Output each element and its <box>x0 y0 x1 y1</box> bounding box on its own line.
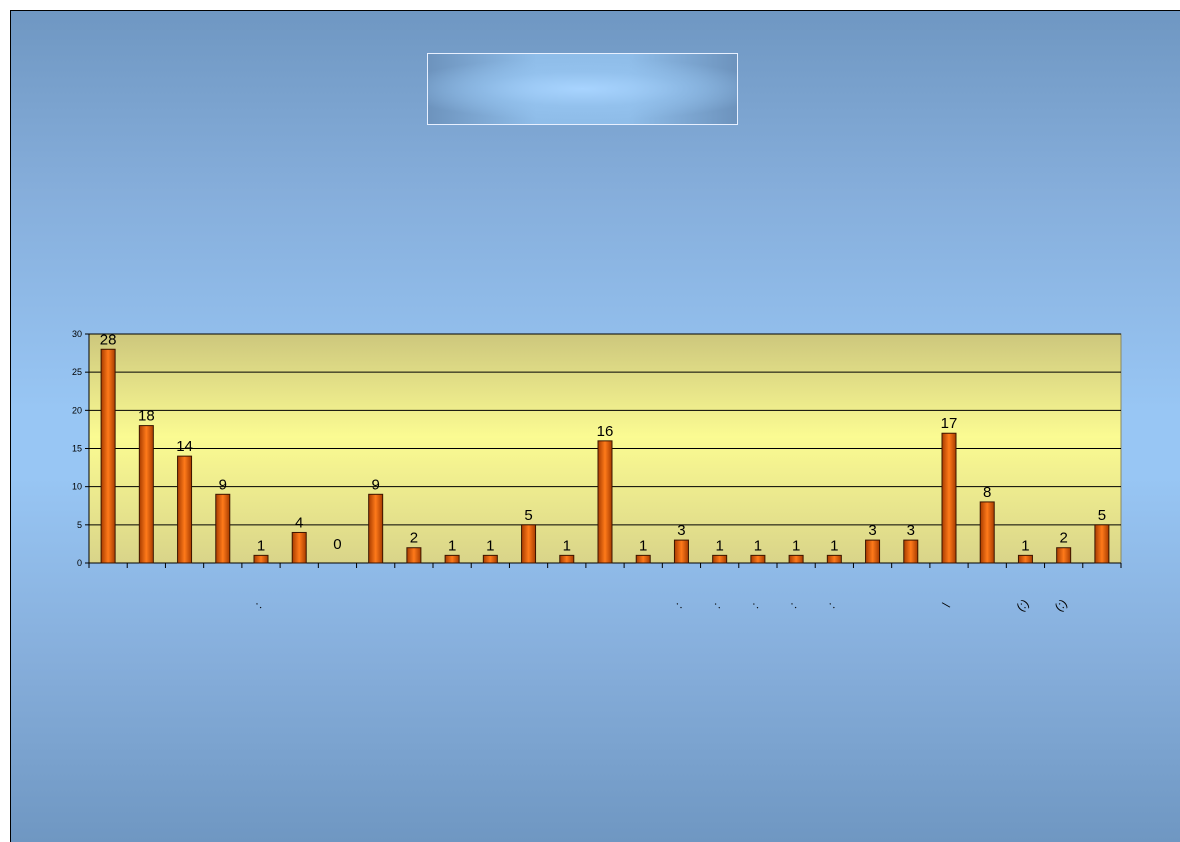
bar <box>941 432 957 564</box>
bar <box>482 554 498 564</box>
data-label: 3 <box>868 522 876 539</box>
bar <box>100 348 116 564</box>
bar <box>712 554 728 564</box>
bar <box>788 554 804 564</box>
data-label: 4 <box>295 514 303 531</box>
bar <box>597 440 613 564</box>
data-label: 9 <box>371 476 379 493</box>
y-tick-label: 20 <box>72 405 82 415</box>
x-category-label: \ <box>940 599 953 612</box>
data-label: 3 <box>677 522 685 539</box>
bar <box>291 531 307 564</box>
bar <box>521 524 537 564</box>
data-label: 9 <box>219 476 227 493</box>
x-category-label: : <box>672 599 684 611</box>
bar <box>1094 524 1110 564</box>
data-label: 1 <box>1021 537 1029 554</box>
bar <box>1017 554 1033 564</box>
x-category-label: : <box>711 599 723 611</box>
data-label: 14 <box>176 438 193 455</box>
data-label: 1 <box>754 537 762 554</box>
x-category-label: : <box>252 599 264 611</box>
y-tick-label: 5 <box>77 520 82 530</box>
bar <box>979 501 995 564</box>
bar <box>215 493 231 564</box>
data-label: 1 <box>830 537 838 554</box>
bar <box>826 554 842 564</box>
bar <box>138 425 154 564</box>
data-label: 3 <box>907 522 915 539</box>
data-label: 1 <box>563 537 571 554</box>
bar <box>903 539 919 564</box>
data-label: 2 <box>1059 530 1067 547</box>
data-label: 17 <box>941 415 958 432</box>
bar <box>673 539 689 564</box>
bar <box>177 455 193 564</box>
bar <box>444 554 460 564</box>
bar <box>1056 547 1072 564</box>
bar <box>635 554 651 564</box>
data-label: 5 <box>1098 507 1106 524</box>
bar <box>406 547 422 564</box>
x-category-label: : <box>749 599 761 611</box>
y-tick-label: 15 <box>72 444 82 454</box>
data-label: 1 <box>257 537 265 554</box>
title-placeholder <box>427 53 738 125</box>
y-tick-label: 30 <box>72 329 82 339</box>
data-label: 1 <box>715 537 723 554</box>
data-label: 0 <box>333 536 341 553</box>
bar <box>253 554 269 564</box>
bar <box>865 539 881 564</box>
data-label: 1 <box>792 537 800 554</box>
data-label: 16 <box>597 423 614 440</box>
data-label: 18 <box>138 408 155 425</box>
bar <box>750 554 766 564</box>
y-tick-label: 25 <box>72 367 82 377</box>
x-category-label: (:) <box>1052 596 1070 614</box>
bar <box>559 554 575 564</box>
y-tick-label: 0 <box>77 558 82 568</box>
x-category-label: : <box>825 599 837 611</box>
bar <box>368 493 384 564</box>
x-category-label: : <box>787 599 799 611</box>
data-label: 1 <box>448 537 456 554</box>
data-label: 28 <box>100 331 117 348</box>
data-label: 2 <box>410 530 418 547</box>
data-label: 5 <box>524 507 532 524</box>
data-label: 1 <box>639 537 647 554</box>
data-label: 8 <box>983 484 991 501</box>
y-tick-label: 10 <box>72 482 82 492</box>
x-category-label: (:) <box>1014 596 1032 614</box>
data-label: 1 <box>486 537 494 554</box>
